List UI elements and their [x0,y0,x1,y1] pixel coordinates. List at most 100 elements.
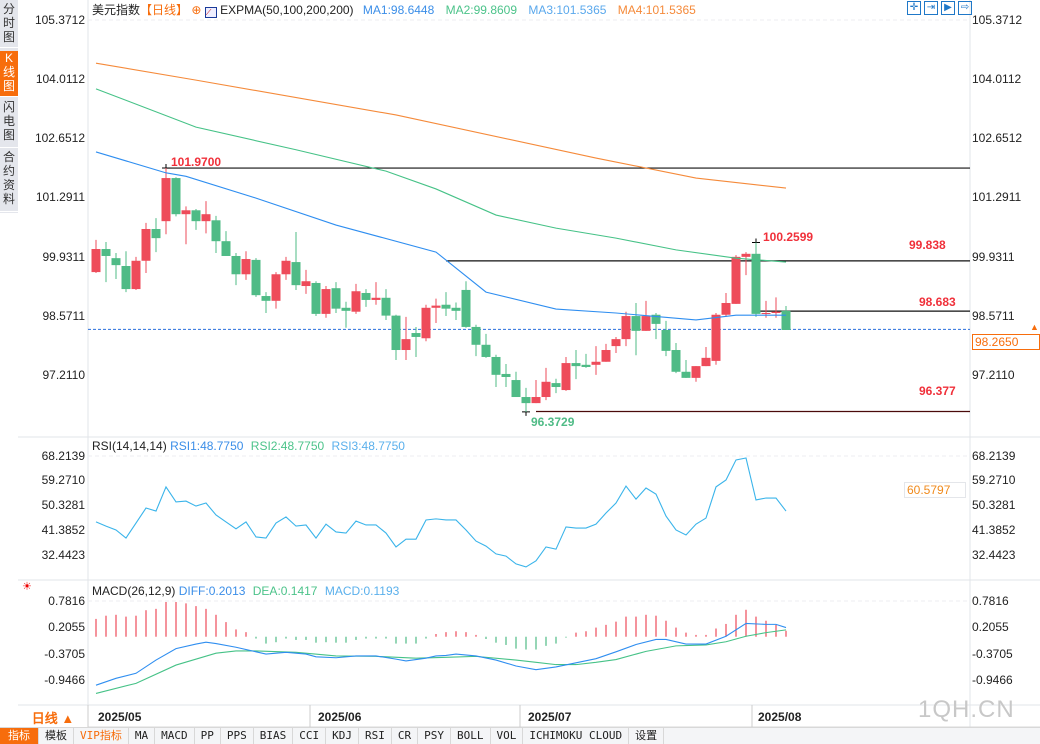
sidebar-tab-timeshare[interactable]: 分时图 [0,2,18,48]
candle-body [271,274,281,301]
rsi-axis-label: 32.4423 [972,548,1016,562]
tab-vol[interactable]: VOL [491,728,524,744]
candle-body [591,361,601,365]
candle-body [581,364,591,367]
candle-body [361,292,371,300]
rsi-axis-label: 59.2710 [972,473,1016,487]
price-axis-label: 104.0112 [972,72,1022,86]
candle-body [511,380,521,398]
candle-body [421,307,431,339]
date-label: 2025/06 [318,710,362,724]
tab-pps[interactable]: PPS [221,728,254,744]
candle-body [551,383,561,388]
ma2-value: MA2:99.8609 [445,3,518,17]
tab-指标[interactable]: 指标 [0,728,39,744]
annotation-recent-high: 100.2599 [763,230,814,244]
sidebar-tab-contract[interactable]: 合约资料 [0,150,18,212]
tab-ma[interactable]: MA [129,728,156,744]
candle-body [451,307,461,311]
candle-body [671,350,681,372]
date-label: 2025/08 [758,710,802,724]
candle-body [701,357,711,367]
tab-cr[interactable]: CR [392,728,419,744]
current-rsi-label: 60.5797 [904,482,966,498]
macd-settings-icon[interactable]: ☀ [22,581,32,593]
candle-body [181,210,191,215]
macd-value: MACD:0.1193 [324,584,400,598]
candle-body [141,228,151,261]
candle-body [321,289,331,314]
candle-body [651,314,661,324]
tab-ichimoku-cloud[interactable]: ICHIMOKU CLOUD [523,728,630,744]
tab-boll[interactable]: BOLL [451,728,491,744]
macd-axis-label: -0.9466 [44,673,85,687]
expma-line-ma2 [95,88,787,263]
tab-设置[interactable]: 设置 [629,728,665,744]
indicator-tab-bar: 指标 模板 VIP指标 MA MACD PP PPS BIAS CCI KDJ RSI CR PSY BO… [0,727,1040,744]
candle-body [631,316,641,331]
tab-psy[interactable]: PSY [418,728,451,744]
tab-bias[interactable]: BIAS [254,728,294,744]
candle-body [541,381,551,398]
macd-name: MACD(26,12,9) [92,584,176,598]
candle-body [561,363,571,391]
diff-line [95,622,787,686]
annotation-low: 96.3729 [531,415,575,429]
rsi-axis-label: 50.3281 [41,498,85,512]
price-axis-label: 102.6512 [34,131,85,145]
candle-body [301,281,311,287]
tab-模板[interactable]: 模板 [39,728,74,744]
annotation-high: 101.9700 [171,155,222,169]
tab-pp[interactable]: PP [195,728,221,744]
rsi-header: RSI(14,14,14) RSI1:48.7750 RSI2:48.7750 … [92,439,405,453]
add-indicator-icon[interactable]: ⊕ [191,3,202,17]
sidebar-tab-flash[interactable]: 闪电图 [0,100,18,148]
candle-body [311,282,321,314]
rsi-axis-label: 41.3852 [41,523,85,537]
expma-line-ma1 [95,151,786,321]
sidebar-tab-kline[interactable]: K线图 [0,51,18,97]
chart-canvas[interactable] [0,0,1040,727]
rsi3-value: RSI3:48.7750 [331,439,405,453]
tab-rsi[interactable]: RSI [359,728,392,744]
scroll-end-icon[interactable]: ⇨ [958,1,972,15]
date-label: 2025/05 [98,710,142,724]
zoom-range-icon[interactable]: ⇥ [924,1,938,15]
tab-vip指标[interactable]: VIP指标 [74,728,129,744]
period-label[interactable]: 【日线】 [140,3,189,17]
candle-body [211,220,221,242]
play-icon[interactable]: ▶ [941,1,955,15]
candle-body [741,253,751,257]
candle-body [391,315,401,351]
level-label-1: 99.838 [909,238,946,252]
candle-body [491,356,501,375]
candle-body [691,366,701,378]
price-axis-label: 105.3712 [972,13,1023,27]
candle-body [711,314,721,361]
candle-body [161,178,171,222]
price-axis-label: 97.2110 [972,368,1015,382]
candle-body [401,339,411,351]
candle-body [281,260,291,275]
tab-kdj[interactable]: KDJ [326,728,359,744]
tab-cci[interactable]: CCI [293,728,327,744]
rsi-axis-label: 41.3852 [972,523,1016,537]
candle-body [611,339,621,347]
price-axis-label: 101.2911 [35,190,85,204]
expma-chart-icon[interactable]: ⟋ [204,7,217,18]
price-axis-label: 98.5711 [972,309,1015,323]
candle-body [131,260,141,290]
candle-body [641,316,651,331]
candle-body [781,310,791,330]
period-selector[interactable]: 日线 ▲ [31,711,75,726]
crosshair-icon[interactable]: ✛ [907,1,921,15]
macd-axis-label: 0.2055 [48,620,85,634]
candle-body [91,249,101,273]
price-axis-label: 99.9311 [42,250,86,264]
macd-axis-label: 0.7816 [972,594,1009,608]
rsi-axis-label: 50.3281 [972,498,1016,512]
price-axis-label: 105.3712 [34,13,85,27]
tab-macd[interactable]: MACD [155,728,195,744]
candle-body [411,333,421,337]
indicator-name: EXPMA(50,100,200,200) [220,3,354,17]
